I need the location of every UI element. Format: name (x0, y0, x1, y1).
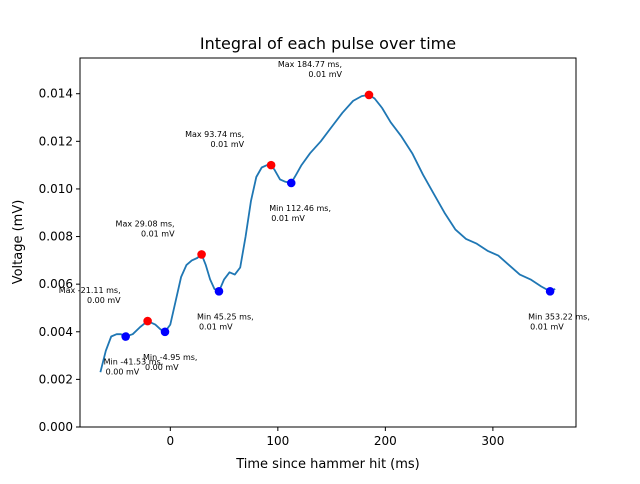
chart-title: Integral of each pulse over time (200, 34, 456, 53)
max-point-marker (364, 90, 374, 100)
min-point-marker (286, 178, 296, 188)
min-point-label: Min 45.25 ms, 0.01 mV (197, 312, 254, 331)
min-point-label: Min 353.22 ms, 0.01 mV (528, 312, 590, 331)
max-point-marker (197, 250, 206, 259)
min-point-label: Min 112.46 ms, 0.01 mV (269, 204, 331, 223)
x-tick-label: 300 (481, 434, 504, 448)
y-tick-label: 0.008 (39, 230, 73, 244)
max-point-marker (266, 160, 276, 170)
min-point-marker (545, 287, 555, 296)
x-tick-label: 100 (266, 434, 289, 448)
y-axis-label: Voltage (mV) (11, 200, 26, 285)
min-point-marker (121, 332, 130, 341)
max-point-label: Max 29.08 ms, 0.01 mV (116, 219, 176, 238)
y-tick-label: 0.006 (39, 277, 73, 291)
x-tick-label: 200 (374, 434, 397, 448)
extrema-annotations: Max -21.11 ms, 0.00 mV Max 29.08 ms, 0.01 m… (59, 60, 590, 377)
min-point-marker (214, 287, 224, 296)
y-tick-label: 0.000 (39, 420, 73, 434)
axes-frame (79, 57, 577, 428)
y-tick-label: 0.004 (39, 325, 73, 339)
max-point-label: Max 184.77 ms, 0.01 mV (278, 60, 343, 79)
y-ticks: 0.000 0.002 0.004 0.006 0.008 0.010 0.012 0.014 (39, 87, 80, 434)
y-tick-label: 0.002 (39, 372, 73, 386)
x-tick-label: 0 (166, 434, 174, 448)
y-tick-label: 0.010 (39, 182, 73, 196)
max-point-label: Max -21.11 ms, 0.00 mV (59, 286, 121, 305)
y-tick-label: 0.014 (39, 87, 73, 101)
max-point-label: Max 93.74 ms, 0.01 mV (185, 130, 245, 149)
x-axis-label: Time since hammer hit (ms) (235, 457, 420, 472)
min-point-label: Min -41.53 ms, 0.00 mV (104, 358, 164, 377)
min-point-label: Min -4.95 ms, 0.00 mV (143, 353, 197, 372)
max-point-marker (143, 316, 152, 326)
plot-area (99, 90, 556, 373)
min-point-marker (160, 327, 170, 337)
x-ticks: 0 100 200 300 (166, 427, 504, 448)
y-tick-label: 0.012 (39, 134, 73, 148)
